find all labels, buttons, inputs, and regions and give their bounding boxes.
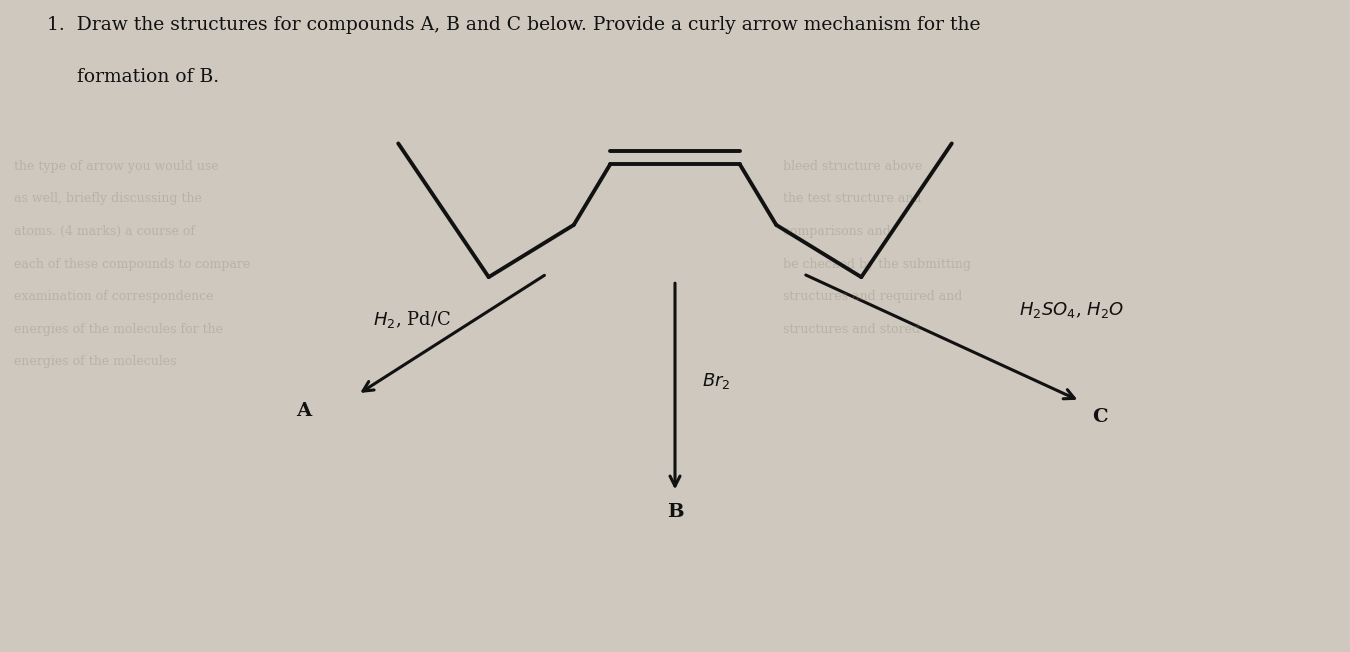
Text: the test structure and: the test structure and [783, 192, 922, 205]
Text: B: B [667, 503, 683, 521]
Text: each of these compounds to compare: each of these compounds to compare [14, 258, 250, 271]
Text: C: C [1092, 408, 1108, 426]
Text: be checked by the submitting: be checked by the submitting [783, 258, 971, 271]
Text: comparisons and: comparisons and [783, 225, 891, 238]
Text: structures and stored: structures and stored [783, 323, 921, 336]
Text: atoms. (4 marks) a course of: atoms. (4 marks) a course of [14, 225, 194, 238]
Text: examination of correspondence: examination of correspondence [14, 290, 213, 303]
Text: $Br_2$: $Br_2$ [702, 372, 730, 391]
Text: $H_2$, Pd/C: $H_2$, Pd/C [373, 309, 451, 330]
Text: the type of arrow you would use: the type of arrow you would use [14, 160, 219, 173]
Text: energies of the molecules for the: energies of the molecules for the [14, 323, 223, 336]
Text: structures and required and: structures and required and [783, 290, 963, 303]
Text: bleed structure above: bleed structure above [783, 160, 922, 173]
Text: as well, briefly discussing the: as well, briefly discussing the [14, 192, 201, 205]
Text: energies of the molecules: energies of the molecules [14, 355, 176, 368]
Text: formation of B.: formation of B. [47, 68, 219, 87]
Text: A: A [296, 402, 312, 420]
Text: 1.  Draw the structures for compounds A, B and C below. Provide a curly arrow me: 1. Draw the structures for compounds A, … [47, 16, 980, 35]
Text: $H_2SO_4$, $H_2O$: $H_2SO_4$, $H_2O$ [1019, 300, 1125, 319]
